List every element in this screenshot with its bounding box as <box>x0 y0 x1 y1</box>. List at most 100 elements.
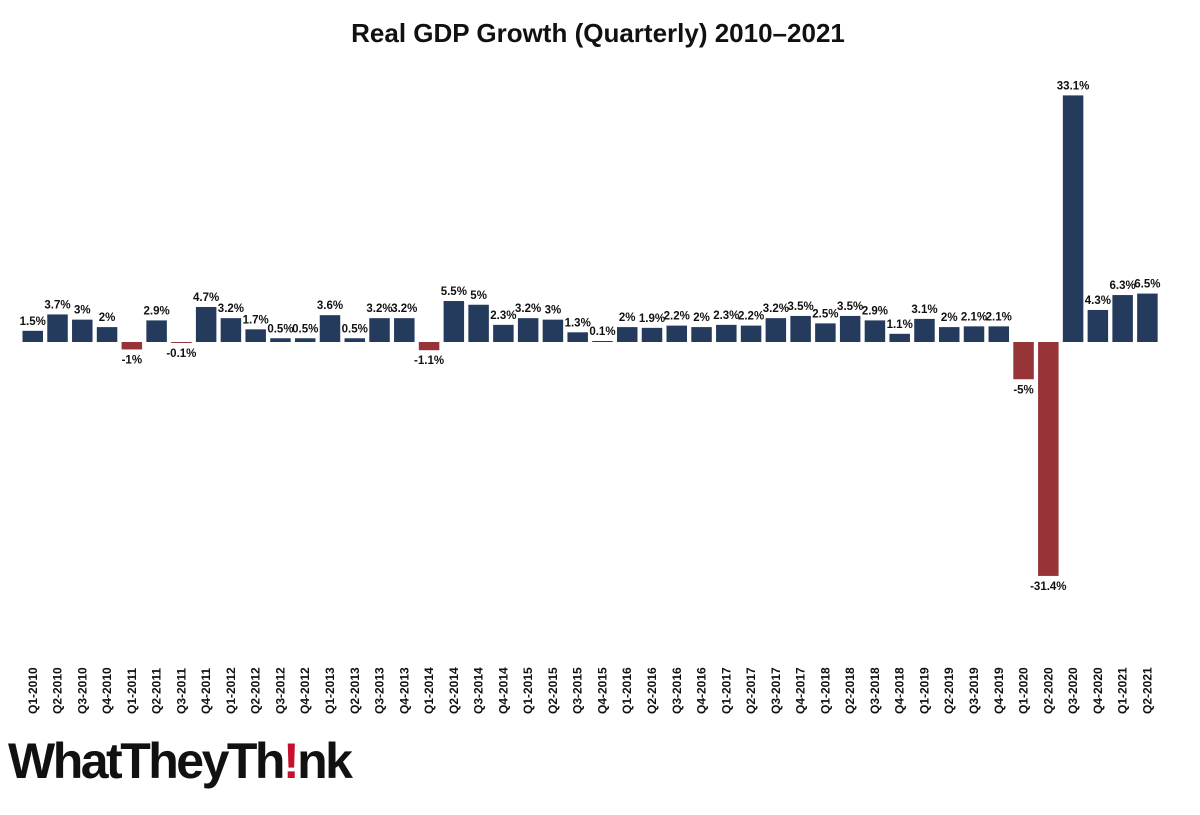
gdp-chart: Real GDP Growth (Quarterly) 2010–2021 1.… <box>20 18 1161 714</box>
bar-q4-2011 <box>195 306 217 343</box>
x-tick-label: Q3-2014 <box>472 667 486 714</box>
data-label: 2.2% <box>738 311 764 323</box>
x-tick-label: Q3-2015 <box>571 667 585 714</box>
x-tick-label: Q2-2017 <box>744 667 758 714</box>
data-label: 2% <box>619 312 636 324</box>
bar-q2-2014 <box>443 301 465 342</box>
x-tick-label: Q2-2018 <box>843 667 857 714</box>
data-label: 1.9% <box>639 313 665 325</box>
data-label: -0.1% <box>166 348 196 360</box>
bar-q3-2010 <box>72 319 93 342</box>
x-tick-label: Q4-2019 <box>992 667 1006 714</box>
data-label: 2.3% <box>490 310 516 322</box>
x-tick-label: Q4-2014 <box>496 667 510 714</box>
bar-q1-2014 <box>418 342 440 351</box>
data-label: 3.2% <box>366 303 392 315</box>
x-tick-label: Q3-2016 <box>670 667 684 714</box>
data-label: 3.6% <box>317 300 343 312</box>
x-tick-label: Q3-2013 <box>373 667 387 714</box>
x-tick-label: Q4-2016 <box>695 667 709 714</box>
data-label: 2.5% <box>812 308 838 320</box>
bar-q3-2017 <box>765 318 787 342</box>
x-tick-label: Q2-2021 <box>1140 667 1154 714</box>
x-tick-label: Q1-2017 <box>719 667 733 714</box>
logo-text-part1: WhatTheyTh <box>8 733 285 789</box>
x-tick-label: Q4-2020 <box>1091 667 1105 714</box>
data-label: 0.5% <box>267 323 293 335</box>
bar-q3-2018 <box>864 320 886 342</box>
bar-q1-2020 <box>1013 342 1034 380</box>
data-label: 2.9% <box>862 305 888 317</box>
bar-q4-2013 <box>394 318 415 342</box>
bar-q2-2012 <box>245 329 266 342</box>
x-tick-label: Q2-2010 <box>51 667 65 714</box>
x-tick-label: Q4-2015 <box>595 667 609 714</box>
x-tick-label: Q2-2016 <box>645 667 659 714</box>
logo-text-part2: nk <box>297 733 353 789</box>
data-label: 3.2% <box>391 303 417 315</box>
x-tick-label: Q4-2013 <box>397 667 411 714</box>
bar-q3-2016 <box>666 325 688 342</box>
chart-title: Real GDP Growth (Quarterly) 2010–2021 <box>351 18 845 48</box>
x-tick-label: Q3-2020 <box>1066 667 1080 714</box>
bar-q3-2015 <box>567 332 588 342</box>
bar-q1-2017 <box>716 324 737 342</box>
data-label: 3.2% <box>218 303 244 315</box>
bar-q1-2019 <box>914 318 935 342</box>
data-label: 3% <box>74 305 91 317</box>
logo-exclamation: ! <box>282 733 300 789</box>
data-label: 1.5% <box>20 316 46 328</box>
data-label: 3.5% <box>788 301 814 313</box>
x-tick-label: Q1-2018 <box>818 667 832 714</box>
bar-q1-2012 <box>220 318 242 342</box>
x-tick-label: Q3-2010 <box>75 667 89 714</box>
bar-q2-2016 <box>641 327 663 342</box>
bar-q2-2015 <box>542 319 564 342</box>
bar-q4-2020 <box>1087 309 1109 342</box>
x-tick-label: Q4-2011 <box>199 668 213 714</box>
bar-q2-2018 <box>839 315 861 342</box>
bars-group <box>22 95 1158 576</box>
x-tick-label: Q1-2011 <box>125 668 139 714</box>
bar-q2-2017 <box>740 325 762 342</box>
data-label: 2.9% <box>143 305 169 317</box>
x-tick-label: Q4-2018 <box>893 667 907 714</box>
data-label: 2.1% <box>961 311 987 323</box>
x-tick-label: Q1-2015 <box>521 667 535 714</box>
data-label: 2.2% <box>664 311 690 323</box>
data-label: 3.2% <box>515 303 541 315</box>
data-label: 2% <box>941 312 958 324</box>
x-tick-label: Q4-2010 <box>100 667 114 714</box>
data-label: 1.3% <box>565 317 591 329</box>
bar-q4-2014 <box>493 324 514 342</box>
data-label: 3.5% <box>837 301 863 313</box>
x-tick-label: Q3-2011 <box>174 668 188 714</box>
bar-q1-2021 <box>1112 295 1133 342</box>
x-tick-labels-group: Q1-2010 Q2-2010 Q3-2010 Q4-2010 Q1-2011 Q2-20… <box>26 667 1155 714</box>
bar-q3-2013 <box>369 318 390 342</box>
x-tick-label: Q1-2020 <box>1017 667 1031 714</box>
bar-q2-2011 <box>146 320 167 342</box>
x-tick-label: Q2-2012 <box>249 667 263 714</box>
bar-q4-2019 <box>988 326 1010 343</box>
bar-q3-2011 <box>171 342 192 343</box>
data-labels-group: 1.5%3.7% 3%2%-1%2.9%-0.1%4.7%3.2%1.7%0.5%… <box>20 80 1161 593</box>
bar-q1-2013 <box>319 315 341 342</box>
x-tick-label: Q4-2012 <box>298 667 312 714</box>
bar-q2-2013 <box>344 338 366 342</box>
x-tick-label: Q1-2021 <box>1116 667 1130 714</box>
data-label: 6.3% <box>1110 280 1136 292</box>
bar-q1-2011 <box>121 342 143 350</box>
data-label: 2% <box>99 312 116 324</box>
data-label: 6.5% <box>1134 279 1160 291</box>
data-label: 4.7% <box>193 292 219 304</box>
x-tick-label: Q2-2014 <box>447 667 461 714</box>
x-tick-label: Q1-2016 <box>620 667 634 714</box>
bar-q1-2016 <box>616 327 638 342</box>
x-tick-label: Q3-2012 <box>273 667 287 714</box>
data-label: -1.1% <box>414 355 444 367</box>
data-label: -31.4% <box>1030 581 1066 593</box>
x-tick-label: Q2-2019 <box>942 667 956 714</box>
data-label: 5.5% <box>441 286 467 298</box>
bar-q4-2018 <box>889 333 910 343</box>
